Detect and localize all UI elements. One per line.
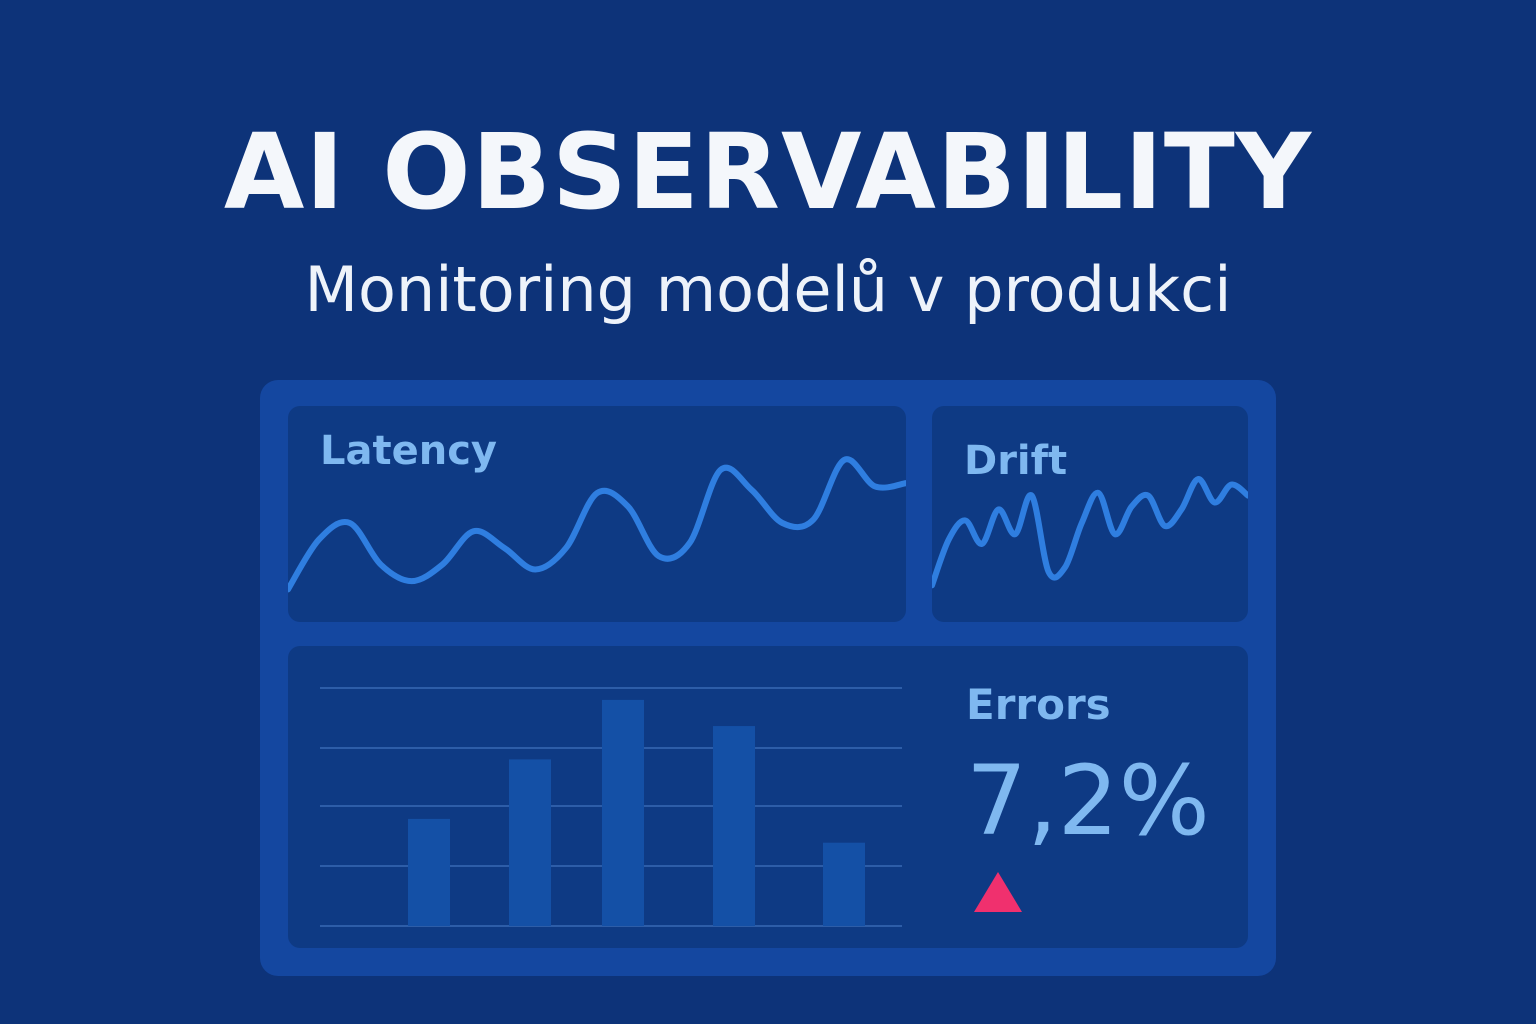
- page-subtitle: Monitoring modelů v produkci: [304, 253, 1232, 326]
- errors-value: 7,2%: [966, 745, 1210, 857]
- bar-3: [602, 699, 644, 926]
- latency-label: Latency: [320, 428, 497, 474]
- errors-label: Errors: [966, 680, 1111, 729]
- errors-bar-chart: [320, 687, 902, 927]
- drift-series-line: [932, 476, 1248, 589]
- dashboard-card: Latency Drift Errors 7,2%: [260, 380, 1276, 976]
- errors-panel[interactable]: Errors 7,2%: [288, 646, 1248, 948]
- latency-chart: [288, 456, 906, 593]
- bar-1: [408, 818, 450, 926]
- drift-panel[interactable]: Drift: [932, 406, 1248, 622]
- page-title: AI OBSERVABILITY: [223, 111, 1313, 233]
- latency-series-line: [288, 456, 906, 593]
- drift-label: Drift: [964, 438, 1068, 484]
- triangle-up-icon: [974, 872, 1022, 912]
- bar-5: [823, 842, 865, 926]
- latency-panel[interactable]: Latency: [288, 406, 906, 622]
- bar-2: [509, 759, 551, 926]
- bar-4: [713, 726, 755, 926]
- drift-chart: [932, 476, 1248, 589]
